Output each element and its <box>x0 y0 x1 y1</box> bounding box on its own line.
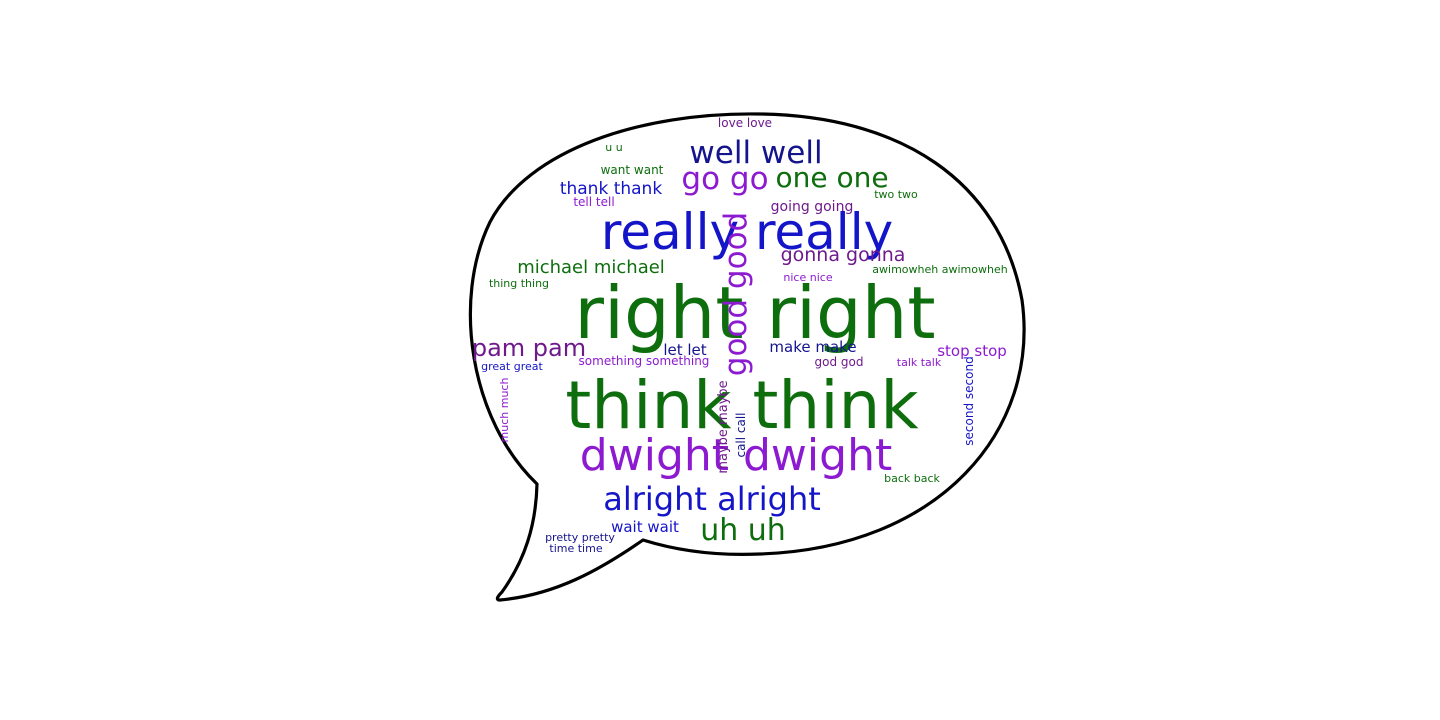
cloud-word-really: really really <box>601 203 893 261</box>
cloud-word-much: much much <box>498 378 511 443</box>
cloud-word-good: good good <box>718 212 754 376</box>
cloud-word-pam: pam pam <box>472 334 586 362</box>
cloud-word-want: want want <box>601 163 664 177</box>
cloud-word-nice: nice nice <box>783 271 832 284</box>
cloud-word-dwight: dwight dwight <box>580 430 892 481</box>
cloud-word-gonna: gonna gonna <box>781 244 906 266</box>
cloud-word-uh: uh uh <box>700 513 786 548</box>
cloud-word-alright: alright alright <box>603 480 821 518</box>
cloud-word-one: one one <box>775 161 888 194</box>
cloud-word-two: two two <box>874 188 918 201</box>
cloud-word-time: time time <box>549 542 602 555</box>
cloud-word-think: think think <box>565 367 919 444</box>
cloud-word-well: well well <box>689 135 822 171</box>
cloud-word-tell: tell tell <box>573 195 614 209</box>
cloud-word-pretty: pretty pretty <box>545 531 615 544</box>
cloud-word-make: make make <box>769 338 856 356</box>
speech-bubble-outline <box>468 112 1026 602</box>
cloud-word-maybe: maybe maybe <box>716 380 731 473</box>
word-cloud-words: right right think think really really dwigh… <box>472 116 1008 555</box>
cloud-word-wait: wait wait <box>611 518 679 536</box>
cloud-word-right: right right <box>574 271 935 355</box>
cloud-word-stop: stop stop <box>937 342 1007 360</box>
cloud-word-let: let let <box>663 341 706 359</box>
cloud-word-going: going going <box>771 199 854 215</box>
cloud-word-something: something something <box>579 354 710 368</box>
cloud-word-go: go go <box>681 161 768 197</box>
cloud-word-god: god god <box>815 355 864 369</box>
cloud-word-back: back back <box>884 472 940 485</box>
cloud-word-great: great great <box>481 360 543 373</box>
cloud-word-thank: thank thank <box>560 179 663 199</box>
cloud-word-call: call call <box>734 412 748 457</box>
cloud-word-love: love love <box>718 116 772 130</box>
cloud-word-talk: talk talk <box>897 356 942 369</box>
cloud-word-awimowheh: awimowheh awimowheh <box>872 263 1007 276</box>
cloud-word-second: second second <box>962 356 976 445</box>
cloud-word-thing: thing thing <box>489 277 549 290</box>
cloud-word-u: u u <box>605 141 622 154</box>
cloud-word-michael: michael michael <box>517 257 665 278</box>
